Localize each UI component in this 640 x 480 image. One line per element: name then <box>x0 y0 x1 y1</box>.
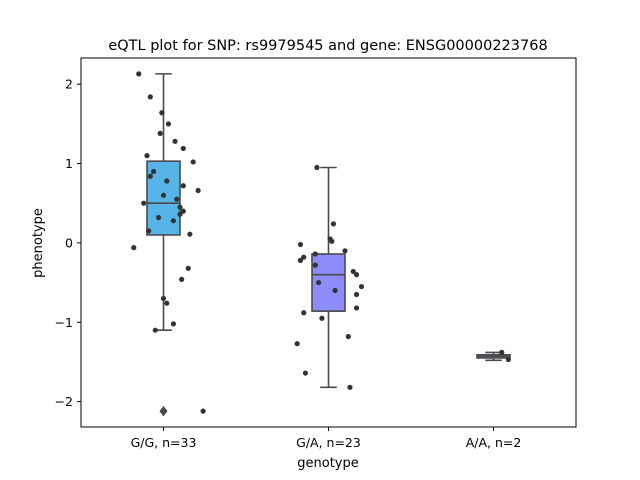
data-point <box>499 349 505 356</box>
data-point <box>170 321 176 327</box>
data-point <box>332 287 338 294</box>
data-point <box>316 279 322 286</box>
data-point <box>159 110 165 116</box>
data-point <box>131 245 137 251</box>
x-tick-label: G/A, n=23 <box>296 435 361 450</box>
data-point <box>164 178 170 184</box>
data-point <box>200 408 206 414</box>
data-point <box>312 262 318 268</box>
data-point <box>195 187 201 194</box>
x-axis-label: genotype <box>297 456 358 471</box>
y-axis: 2 1 0 −1 −2 <box>55 77 81 409</box>
data-point <box>314 164 320 171</box>
data-point <box>190 159 196 165</box>
data-point <box>157 130 163 136</box>
data-point <box>172 138 178 144</box>
data-point <box>147 94 153 100</box>
data-point <box>312 251 318 257</box>
y-tick-label: 1 <box>65 156 73 171</box>
data-point <box>353 305 360 311</box>
data-point <box>302 370 308 376</box>
data-point <box>151 168 157 175</box>
plot-area <box>131 71 511 417</box>
x-tick-label: G/G, n=33 <box>131 435 197 450</box>
data-point <box>301 310 307 316</box>
data-point <box>147 173 153 179</box>
data-point <box>164 300 170 306</box>
x-tick-label: A/A, n=2 <box>466 435 522 450</box>
data-point <box>179 276 185 282</box>
data-point <box>141 200 147 206</box>
data-point <box>358 283 365 290</box>
data-point <box>177 211 183 217</box>
data-point <box>329 238 335 244</box>
data-point <box>174 196 180 202</box>
data-point <box>136 71 142 77</box>
data-point <box>330 221 337 227</box>
data-point <box>297 241 304 248</box>
chart-title: eQTL plot for SNP: rs9979545 and gene: E… <box>108 38 547 54</box>
data-point <box>152 327 158 333</box>
x-axis: G/G, n=33 G/A, n=23 A/A, n=2 <box>131 427 522 450</box>
data-point <box>319 315 325 321</box>
data-point <box>505 356 511 363</box>
data-point <box>165 121 172 127</box>
y-axis-label: phenotype <box>31 208 46 278</box>
data-point <box>342 248 348 254</box>
data-point <box>350 268 356 275</box>
box-group-3 <box>476 349 511 363</box>
data-point <box>160 192 167 198</box>
data-point <box>180 183 186 189</box>
data-point <box>180 208 186 214</box>
box-group-2 <box>294 164 365 390</box>
data-point <box>353 272 360 278</box>
data-point <box>146 228 152 234</box>
data-point <box>185 265 191 271</box>
y-tick-label: 2 <box>65 77 73 92</box>
box-group-1 <box>131 71 206 417</box>
data-point <box>155 214 162 221</box>
data-point <box>353 291 360 298</box>
data-point <box>301 254 307 260</box>
data-point <box>345 333 351 340</box>
data-point <box>297 257 304 263</box>
data-point <box>180 145 186 152</box>
outlier-marker <box>159 405 168 417</box>
data-point <box>294 341 300 347</box>
data-point <box>347 384 353 390</box>
data-point <box>160 295 167 302</box>
data-point <box>144 153 150 159</box>
data-point <box>187 231 193 237</box>
y-tick-label: −2 <box>55 394 73 409</box>
data-point <box>170 218 176 224</box>
y-tick-label: 0 <box>65 235 73 250</box>
data-point <box>177 204 183 210</box>
y-tick-label: −1 <box>55 315 73 330</box>
